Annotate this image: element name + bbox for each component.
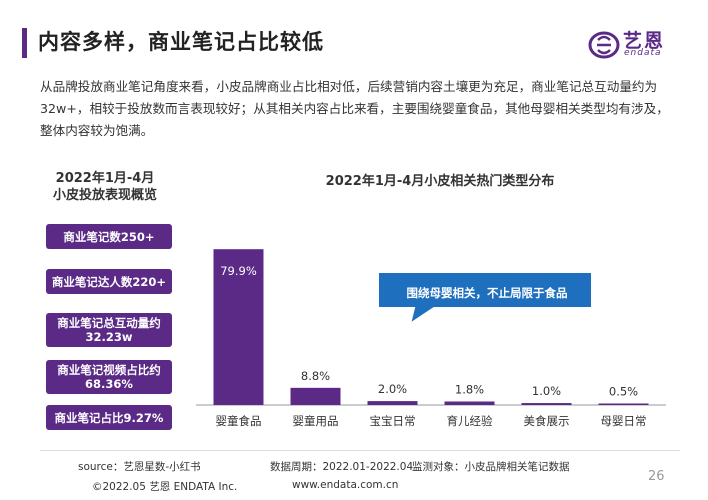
page-title: 内容多样，商业笔记占比较低 (38, 30, 324, 54)
category-label-2: 宝宝日常 (370, 414, 416, 428)
bar-5 (598, 403, 649, 405)
bar-4 (521, 403, 572, 405)
bar-chart: 79.9% 婴童食品 8.8% 婴童用品 2.0% 宝宝日常 1.8% 育儿经验 1.0% 美食展… (196, 249, 666, 428)
stat-box-creators: 商业笔记达人数220+ (46, 269, 172, 294)
logo-subtext: endata (624, 48, 662, 58)
chart-title: 2022年1月-4月小皮相关热门类型分布 (325, 174, 555, 189)
overview-title-line2: 小皮投放表现概览 (52, 188, 157, 203)
data-label-3: 1.8% (455, 382, 484, 396)
logo-text: 艺恩 (623, 30, 666, 52)
stat-line1: 商业笔记总互动量约 (57, 316, 161, 330)
footer-divider (40, 450, 680, 451)
page-number: 26 (648, 469, 665, 484)
data-label-2: 2.0% (378, 382, 407, 396)
intro-paragraph: 从品牌投放商业笔记角度来看，小皮品牌商业占比相对低，后续营销内容土壤更为充足，商… (40, 79, 669, 138)
stat-line2: 68.36% (85, 377, 133, 391)
footer-period: 数据周期：2022.01-2022.04 (270, 461, 414, 473)
footer-copyright: ©2022.05 艺恩 ENDATA Inc. (92, 481, 238, 493)
stat-line1: 商业笔记数250+ (63, 229, 155, 244)
data-label-1: 8.8% (301, 369, 330, 383)
category-label-0: 婴童食品 (216, 414, 262, 428)
stat-box-video-share: 商业笔记视频占比约 68.36% (46, 360, 172, 394)
endata-logo (588, 31, 620, 59)
footer-target: 监测对象：小皮品牌相关笔记数据 (412, 461, 570, 473)
data-label-4: 1.0% (532, 384, 561, 398)
data-label-5: 0.5% (609, 385, 638, 399)
category-label-4: 美食展示 (524, 414, 570, 428)
stat-line2: 32.23w (85, 330, 133, 344)
bar-1 (290, 387, 341, 405)
bar-0 (213, 249, 264, 405)
overview-title: 2022年1月-4月 小皮投放表现概览 (40, 170, 170, 204)
bar-3 (444, 401, 495, 405)
category-label-1: 婴童用品 (293, 414, 339, 428)
footer-source: source：艺恩星数-小红书 (78, 461, 201, 473)
stat-line1: 商业笔记视频占比约 (57, 363, 161, 377)
logo-icon (588, 31, 620, 59)
stat-line1: 商业笔记占比9.27% (54, 410, 164, 425)
overview-title-line1: 2022年1月-4月 (55, 171, 155, 186)
category-label-3: 育儿经验 (447, 414, 493, 428)
title-accent-bar (22, 28, 27, 58)
callout-text: 围绕母婴相关，不止局限于食品 (406, 286, 568, 300)
footer-url[interactable]: www.endata.com.cn (292, 479, 399, 491)
stat-box-commercial-share: 商业笔记占比9.27% (46, 405, 172, 430)
category-label-5: 母婴日常 (601, 414, 647, 428)
stat-box-notes: 商业笔记数250+ (46, 224, 172, 249)
stat-box-interactions: 商业笔记总互动量约 32.23w (46, 313, 172, 347)
data-label-0: 79.9% (220, 264, 257, 278)
callout-bubble (377, 271, 593, 327)
bar-2 (367, 401, 418, 405)
stat-line1: 商业笔记达人数220+ (51, 274, 167, 289)
